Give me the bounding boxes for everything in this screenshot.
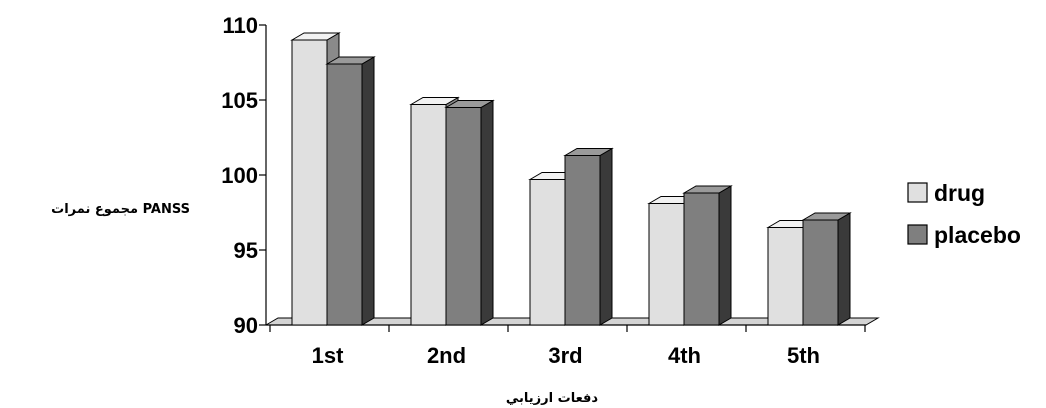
legend: drug placebo (907, 180, 1021, 248)
bar-placebo-2nd (444, 99, 495, 326)
bar-front (529, 179, 566, 326)
legend-swatch-placebo (907, 224, 928, 245)
bar-placebo-3rd (563, 147, 614, 326)
legend-swatch-drug (907, 182, 928, 203)
bar-placebo-1st (325, 56, 376, 326)
y-tick-label: 100 (221, 163, 258, 188)
legend-label-drug: drug (934, 180, 985, 206)
bar-side (718, 185, 732, 326)
bar-side (837, 212, 851, 326)
x-tick-label: 4th (668, 343, 701, 368)
bar-front (410, 104, 447, 326)
x-tick-label: 5th (787, 343, 820, 368)
bars (290, 32, 852, 326)
bar-side (361, 56, 375, 326)
y-tick-label: 110 (223, 13, 259, 38)
bar-front (683, 192, 720, 326)
x-tick-label: 1st (312, 343, 344, 368)
bar-front (445, 107, 482, 326)
x-axis-tick-labels: 1st 2nd 3rd 4th 5th (312, 343, 820, 368)
bar-side (480, 99, 494, 326)
bar-front (648, 203, 685, 326)
y-tick-label: 90 (234, 313, 258, 338)
x-axis-title: دفعات ارزيابي (506, 391, 599, 406)
bar-front (291, 39, 328, 326)
bar-placebo-5th (801, 212, 852, 326)
x-tick-label: 2nd (427, 343, 466, 368)
bar-front (564, 155, 601, 326)
y-axis: 90 95 100 105 110 (221, 13, 866, 338)
legend-label-placebo: placebo (934, 222, 1021, 248)
bar-placebo-4th (682, 185, 733, 326)
x-tick-label: 3rd (548, 343, 582, 368)
bar-front (767, 227, 804, 326)
bar-front (802, 219, 839, 326)
y-axis-title: مجموع نمرات PANSS (51, 202, 190, 217)
bar-side (599, 147, 613, 326)
bar-front (326, 63, 363, 326)
y-tick-label: 105 (221, 88, 258, 113)
y-tick-label: 95 (234, 238, 258, 263)
